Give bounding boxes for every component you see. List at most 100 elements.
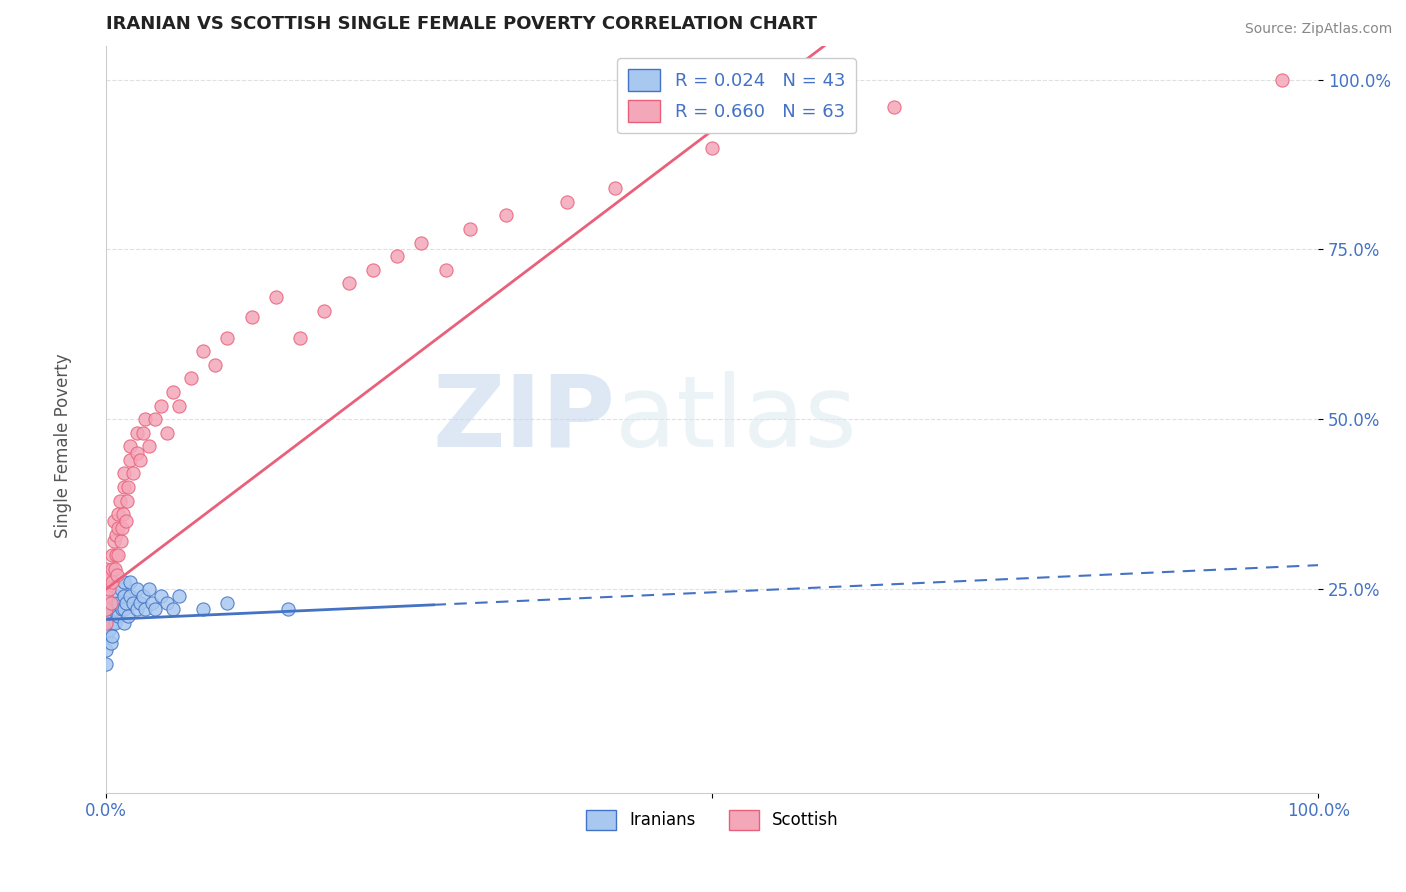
- Point: [104, 602, 127, 616]
- Point: [117, 480, 139, 494]
- Point: [277, 602, 299, 616]
- Point: [101, 630, 124, 644]
- Text: Single Female Poverty: Single Female Poverty: [55, 354, 72, 538]
- Point: [180, 371, 202, 385]
- Point: [217, 595, 239, 609]
- Point: [125, 602, 148, 616]
- Point: [100, 595, 122, 609]
- Point: [156, 595, 179, 609]
- Point: [112, 575, 135, 590]
- Point: [162, 602, 184, 616]
- Point: [120, 575, 142, 590]
- Point: [107, 548, 129, 562]
- Text: ZIP: ZIP: [433, 371, 616, 467]
- Point: [138, 439, 160, 453]
- Point: [115, 493, 138, 508]
- Point: [217, 331, 239, 345]
- Point: [104, 561, 127, 575]
- Point: [103, 534, 125, 549]
- Point: [96, 615, 118, 630]
- Point: [385, 249, 408, 263]
- Point: [141, 595, 163, 609]
- Point: [156, 425, 179, 440]
- Text: atlas: atlas: [616, 371, 856, 467]
- Point: [112, 602, 135, 616]
- Point: [314, 303, 336, 318]
- Point: [125, 582, 148, 596]
- Point: [143, 602, 166, 616]
- Point: [107, 595, 129, 609]
- Point: [138, 582, 160, 596]
- Text: Source: ZipAtlas.com: Source: ZipAtlas.com: [1244, 22, 1392, 37]
- Point: [103, 595, 125, 609]
- Point: [108, 493, 131, 508]
- Point: [97, 623, 120, 637]
- Point: [131, 425, 153, 440]
- Point: [117, 609, 139, 624]
- Point: [112, 480, 135, 494]
- Point: [264, 290, 287, 304]
- Point: [411, 235, 433, 250]
- Point: [98, 609, 121, 624]
- Point: [107, 521, 129, 535]
- Point: [96, 615, 118, 630]
- Point: [193, 344, 215, 359]
- Point: [97, 582, 120, 596]
- Point: [96, 657, 118, 671]
- Point: [100, 636, 122, 650]
- Point: [96, 643, 118, 657]
- Point: [98, 568, 121, 582]
- Point: [105, 568, 128, 582]
- Point: [104, 548, 127, 562]
- Point: [107, 609, 129, 624]
- Point: [101, 561, 124, 575]
- Legend: Iranians, Scottish: Iranians, Scottish: [579, 803, 845, 837]
- Point: [112, 507, 135, 521]
- Point: [129, 595, 152, 609]
- Point: [101, 615, 124, 630]
- Point: [104, 589, 127, 603]
- Point: [458, 222, 481, 236]
- Point: [112, 589, 135, 603]
- Point: [96, 561, 118, 575]
- Point: [149, 399, 172, 413]
- Point: [107, 507, 129, 521]
- Point: [96, 630, 118, 644]
- Point: [883, 100, 905, 114]
- Point: [125, 446, 148, 460]
- Point: [96, 575, 118, 590]
- Point: [1271, 72, 1294, 87]
- Point: [204, 358, 226, 372]
- Point: [162, 384, 184, 399]
- Point: [110, 534, 132, 549]
- Point: [167, 399, 190, 413]
- Point: [495, 209, 517, 223]
- Point: [120, 439, 142, 453]
- Point: [125, 425, 148, 440]
- Point: [111, 602, 134, 616]
- Point: [96, 602, 118, 616]
- Point: [361, 262, 384, 277]
- Point: [111, 521, 134, 535]
- Point: [114, 514, 136, 528]
- Point: [120, 453, 142, 467]
- Point: [129, 453, 152, 467]
- Point: [112, 467, 135, 481]
- Point: [103, 514, 125, 528]
- Point: [288, 331, 311, 345]
- Point: [702, 140, 724, 154]
- Point: [122, 467, 145, 481]
- Point: [101, 575, 124, 590]
- Point: [96, 602, 118, 616]
- Point: [605, 181, 627, 195]
- Point: [134, 602, 156, 616]
- Point: [240, 310, 263, 325]
- Point: [122, 595, 145, 609]
- Point: [149, 589, 172, 603]
- Point: [104, 527, 127, 541]
- Point: [104, 615, 127, 630]
- Point: [434, 262, 457, 277]
- Point: [167, 589, 190, 603]
- Point: [101, 548, 124, 562]
- Point: [120, 589, 142, 603]
